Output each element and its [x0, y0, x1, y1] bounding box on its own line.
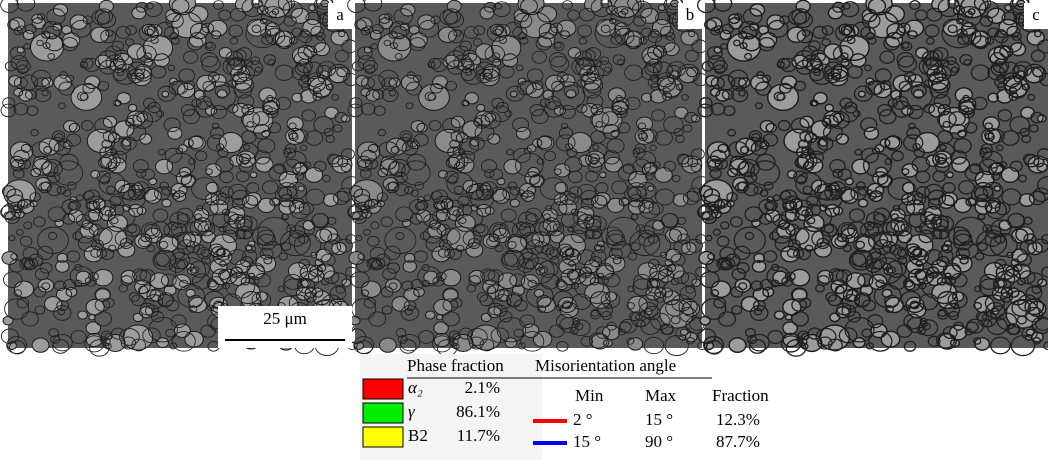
misorientation-min: 15 °: [573, 432, 601, 451]
misorientation-max: 15 °: [645, 410, 673, 429]
phase-name: B2: [408, 426, 428, 445]
phase-fraction: 2.1%: [465, 378, 500, 397]
misorientation-min: 2 °: [573, 410, 593, 429]
grain-boundaries: [696, 0, 1048, 357]
panel-label: c: [1032, 5, 1040, 24]
phase-name: γ: [408, 402, 416, 421]
grain-boundaries: [0, 0, 362, 357]
phase-fraction-title: Phase fraction: [407, 356, 504, 375]
phase-swatch: [362, 426, 404, 448]
misorientation-fraction: 12.3%: [716, 410, 760, 429]
grain-boundaries: [347, 0, 712, 357]
panel-label-box: [1024, 3, 1048, 29]
misorientation-max: 90 °: [645, 432, 673, 451]
scale-bar-label: 25 μm: [263, 309, 307, 328]
phase-fraction: 86.1%: [456, 402, 500, 421]
phase-fraction: 11.7%: [457, 426, 500, 445]
misorientation-fraction: 87.7%: [716, 432, 760, 451]
misorientation-header: Min: [575, 386, 604, 405]
phase-name: α₂: [408, 378, 423, 397]
phase-swatch: [362, 378, 404, 400]
misorientation-header: Fraction: [712, 386, 769, 405]
panel-label: b: [686, 5, 695, 24]
misorientation-header: Max: [645, 386, 677, 405]
phase-swatch: [362, 402, 404, 424]
misorientation-title: Misorientation angle: [535, 356, 676, 375]
panel-label: a: [336, 5, 344, 24]
